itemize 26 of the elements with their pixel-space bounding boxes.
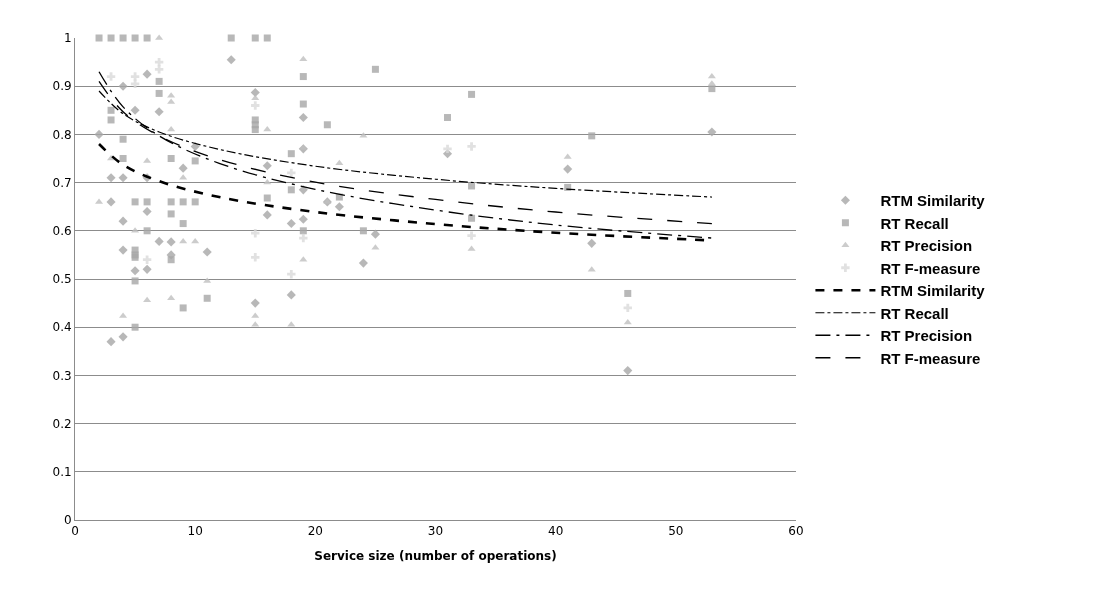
y-tick-label: 0.3 [52,368,72,383]
y-tick-label: 0.8 [52,127,72,142]
legend-label: RT F-measure [880,349,981,367]
y-tick-label: 0.6 [52,224,72,238]
legend-label: RT Precision [880,237,973,255]
legend-label: RTM Similarity [880,282,986,300]
x-tick-label: 60 [788,524,804,539]
y-tick-label: 0.5 [52,272,72,287]
x-tick-label: 10 [187,524,203,539]
y-tick-label: 0 [63,513,72,528]
legend-label: RTM Similarity [880,192,986,210]
y-tick-label: 0.1 [52,465,72,479]
legend-label: RT F-measure [880,259,981,277]
x-tick-label: 40 [548,524,564,539]
y-tick-label: 0.2 [52,416,72,431]
y-tick-label: 0.7 [52,175,72,190]
x-axis-title: Service size (number of operations) [314,549,557,564]
legend-label: RT Precision [880,327,973,345]
x-tick-label: 30 [427,524,444,539]
legend-label: RT Recall [880,304,949,322]
y-tick-label: 0.4 [52,320,72,335]
legend-label: RT Recall [880,214,949,232]
y-tick-label: 1 [63,31,72,46]
y-tick-label: 0.9 [52,79,72,94]
x-tick-label: 20 [307,524,323,539]
x-tick-label: 50 [668,524,684,539]
